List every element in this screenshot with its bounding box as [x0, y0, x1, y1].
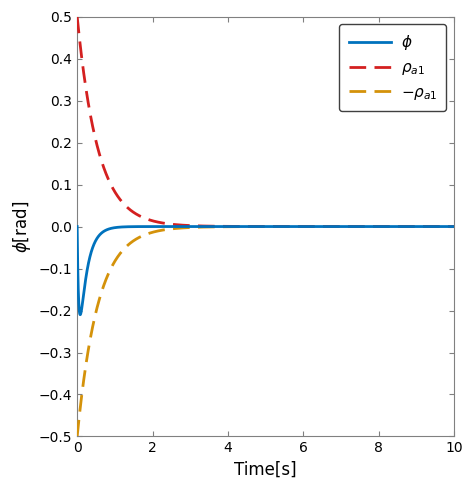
$\phi$	[90, 245, 96, 250]
$\phi$	[451, 223, 457, 229]
$\rho_{a1}$	[90, 124, 96, 130]
X-axis label: Time[s]: Time[s]	[234, 461, 297, 479]
Line: $-\rho_{a1}$: $-\rho_{a1}$	[77, 226, 454, 437]
$\rho_{a1}$	[148, 218, 154, 223]
$-\rho_{a1}$	[451, 223, 457, 229]
$\phi$	[259, 223, 264, 229]
$\phi$	[431, 223, 437, 229]
$\rho_{a1}$	[259, 223, 264, 229]
$\phi$	[148, 223, 154, 229]
$-\rho_{a1}$	[259, 223, 264, 229]
$\phi$	[97, 232, 102, 238]
$\phi$	[74, 223, 80, 229]
Line: $\rho_{a1}$: $\rho_{a1}$	[77, 17, 454, 226]
$\rho_{a1}$	[431, 223, 437, 229]
$\phi$	[76, 302, 82, 308]
$-\rho_{a1}$	[97, 295, 102, 301]
$\phi$	[77, 312, 83, 318]
$\rho_{a1}$	[74, 14, 80, 20]
Line: $\phi$: $\phi$	[77, 226, 454, 315]
$\rho_{a1}$	[76, 30, 82, 36]
$-\rho_{a1}$	[148, 230, 154, 236]
$\rho_{a1}$	[97, 152, 102, 158]
$-\rho_{a1}$	[76, 417, 82, 423]
Y-axis label: $\phi$[rad]: $\phi$[rad]	[11, 200, 33, 253]
$-\rho_{a1}$	[90, 323, 96, 329]
$-\rho_{a1}$	[431, 223, 437, 229]
$\rho_{a1}$	[451, 223, 457, 229]
Legend: $\phi$, $\rho_{a1}$, $-\rho_{a1}$: $\phi$, $\rho_{a1}$, $-\rho_{a1}$	[339, 24, 447, 111]
$-\rho_{a1}$	[74, 434, 80, 440]
